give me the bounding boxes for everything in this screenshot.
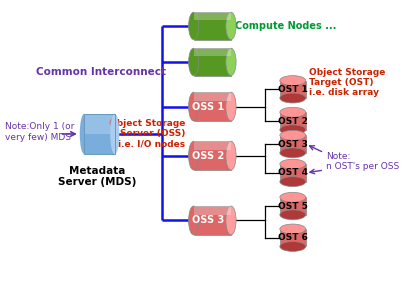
FancyBboxPatch shape xyxy=(280,164,306,182)
Text: OSS 3: OSS 3 xyxy=(192,215,224,226)
Ellipse shape xyxy=(280,159,306,169)
FancyBboxPatch shape xyxy=(194,206,231,215)
Text: OST 1: OST 1 xyxy=(278,85,308,94)
Ellipse shape xyxy=(280,242,306,251)
FancyBboxPatch shape xyxy=(194,92,231,121)
Ellipse shape xyxy=(226,206,236,235)
Ellipse shape xyxy=(188,141,199,170)
Ellipse shape xyxy=(280,177,306,187)
FancyBboxPatch shape xyxy=(194,92,231,101)
Ellipse shape xyxy=(280,210,306,220)
Text: Metadata
Server (MDS): Metadata Server (MDS) xyxy=(58,166,136,187)
FancyBboxPatch shape xyxy=(280,197,306,215)
FancyBboxPatch shape xyxy=(280,229,306,246)
Text: Object Storage
Target (OST)
i.e. disk array: Object Storage Target (OST) i.e. disk ar… xyxy=(309,68,386,97)
FancyBboxPatch shape xyxy=(280,81,306,98)
Text: OST 6: OST 6 xyxy=(278,233,308,242)
Ellipse shape xyxy=(280,192,306,202)
Ellipse shape xyxy=(188,206,199,235)
Ellipse shape xyxy=(226,92,236,121)
Ellipse shape xyxy=(110,114,119,154)
Text: Object Storage
Server (OSS)
i.e. I/O nodes: Object Storage Server (OSS) i.e. I/O nod… xyxy=(109,119,185,149)
Ellipse shape xyxy=(188,92,199,121)
Ellipse shape xyxy=(280,76,306,86)
Ellipse shape xyxy=(280,148,306,158)
Ellipse shape xyxy=(226,12,236,40)
Ellipse shape xyxy=(188,48,199,76)
Ellipse shape xyxy=(280,93,306,103)
Ellipse shape xyxy=(188,12,199,40)
FancyBboxPatch shape xyxy=(194,141,231,170)
Text: OST 2: OST 2 xyxy=(278,116,308,125)
Ellipse shape xyxy=(280,107,306,117)
Text: OST 3: OST 3 xyxy=(278,140,308,149)
FancyBboxPatch shape xyxy=(280,112,306,130)
FancyBboxPatch shape xyxy=(280,135,306,153)
FancyBboxPatch shape xyxy=(84,114,115,154)
Ellipse shape xyxy=(280,224,306,234)
Text: Note:Only 1 (or
very few) MDS: Note:Only 1 (or very few) MDS xyxy=(5,123,74,142)
Ellipse shape xyxy=(226,48,236,76)
Ellipse shape xyxy=(280,125,306,135)
FancyBboxPatch shape xyxy=(194,141,231,150)
Text: OSS 2: OSS 2 xyxy=(192,150,224,161)
FancyBboxPatch shape xyxy=(194,12,231,20)
Text: Compute Nodes ...: Compute Nodes ... xyxy=(235,21,336,31)
Ellipse shape xyxy=(280,130,306,140)
FancyBboxPatch shape xyxy=(194,206,231,235)
FancyBboxPatch shape xyxy=(194,12,231,40)
Ellipse shape xyxy=(80,114,89,154)
FancyBboxPatch shape xyxy=(194,48,231,56)
Text: OST 5: OST 5 xyxy=(278,202,308,210)
FancyBboxPatch shape xyxy=(84,114,115,134)
Ellipse shape xyxy=(226,141,236,170)
Text: OSS 1: OSS 1 xyxy=(192,102,224,111)
Text: Common Interconnect: Common Interconnect xyxy=(36,67,166,77)
Text: Note:
n OST's per OSS: Note: n OST's per OSS xyxy=(326,152,399,171)
FancyBboxPatch shape xyxy=(194,48,231,76)
Text: OST 4: OST 4 xyxy=(278,168,308,178)
